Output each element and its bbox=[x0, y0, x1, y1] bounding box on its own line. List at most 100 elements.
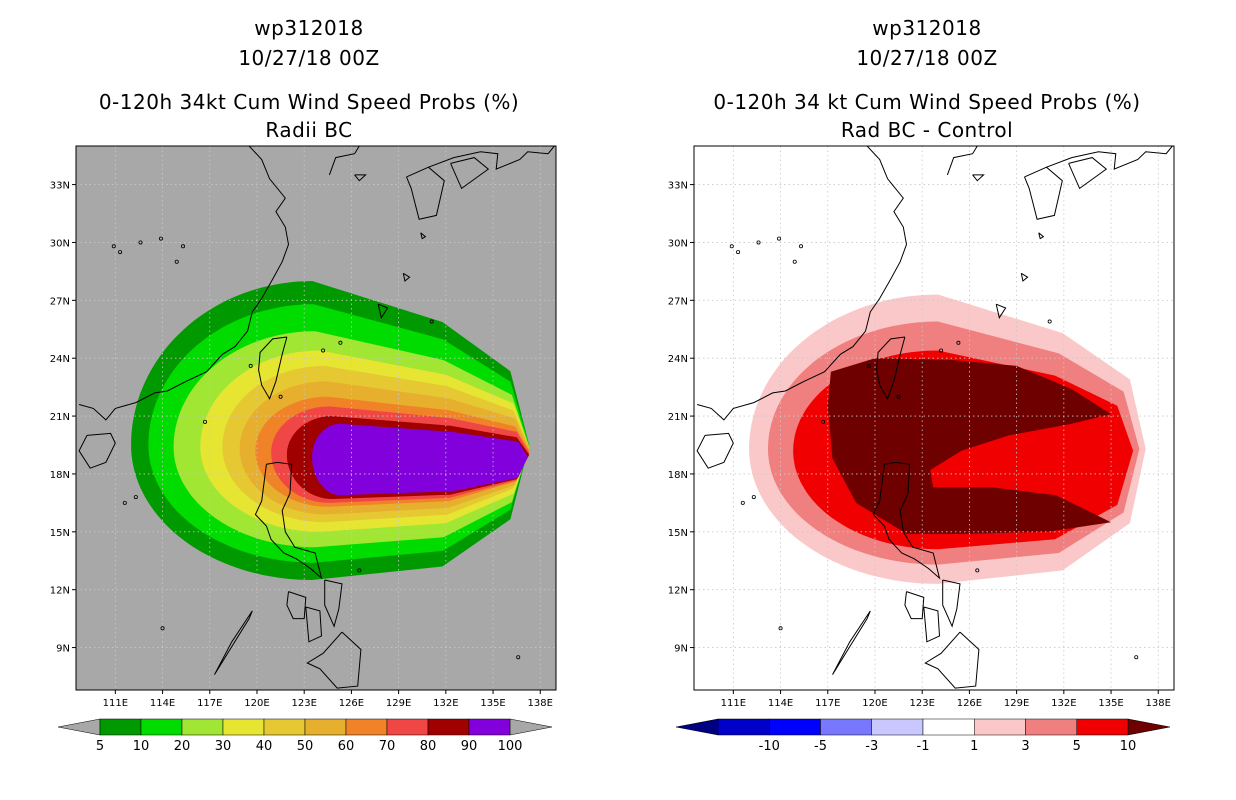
left-x-tick-label: 120E bbox=[244, 698, 269, 709]
left-colorbar-label: 80 bbox=[420, 739, 437, 754]
left-colorbar-swatch bbox=[181, 718, 224, 736]
left-plot-frame bbox=[75, 145, 557, 691]
right-islet bbox=[756, 240, 761, 245]
right-coastline bbox=[924, 631, 980, 689]
left-storm-id: wp312018 bbox=[254, 16, 364, 40]
left-islet bbox=[158, 236, 163, 241]
left-islet bbox=[357, 568, 362, 573]
left-colorbar-label: 30 bbox=[215, 739, 232, 754]
right-colorbar-label: -3 bbox=[865, 739, 878, 754]
left-colorbar-swatch bbox=[304, 718, 347, 736]
right-colorbar-extend-low bbox=[675, 718, 719, 736]
right-colorbar-swatch bbox=[1025, 718, 1077, 736]
right-x-tick-label: 120E bbox=[862, 698, 887, 709]
right-coastline bbox=[972, 174, 985, 182]
left-islet bbox=[118, 250, 123, 255]
right-y-tick-label: 21N bbox=[668, 412, 688, 423]
left-islet bbox=[248, 363, 253, 368]
left-islet bbox=[111, 244, 116, 249]
left-coastline bbox=[420, 232, 427, 240]
right-x-tick-label: 132E bbox=[1051, 698, 1076, 709]
left-coastline bbox=[286, 591, 307, 620]
right-islet bbox=[956, 340, 961, 345]
right-storm-id: wp312018 bbox=[872, 16, 982, 40]
right-colorbar-label: 1 bbox=[970, 739, 978, 754]
right-x-tick-label: 114E bbox=[768, 698, 793, 709]
left-colorbar-swatch bbox=[263, 718, 306, 736]
right-y-tick-label: 15N bbox=[668, 528, 688, 539]
right-colorbar-swatch bbox=[1076, 718, 1129, 736]
right-coastline bbox=[872, 461, 941, 580]
left-coastline bbox=[428, 146, 555, 170]
right-coastline bbox=[1020, 272, 1029, 282]
left-coastline bbox=[214, 610, 253, 675]
left-x-tick-label: 138E bbox=[528, 698, 553, 709]
right-datetime: 10/27/18 00Z bbox=[856, 46, 998, 70]
left-x-tick-label: 129E bbox=[386, 698, 411, 709]
left-colorbar-swatch bbox=[386, 718, 429, 736]
right-coastline bbox=[995, 303, 1007, 319]
right-islet bbox=[799, 244, 804, 249]
left-islet bbox=[278, 394, 283, 399]
right-y-tick-label: 18N bbox=[668, 470, 688, 481]
right-colorbar-swatch bbox=[717, 718, 770, 736]
right-colorbar-label: 10 bbox=[1120, 739, 1137, 754]
left-y-tick-label: 30N bbox=[50, 238, 70, 249]
left-coastline bbox=[258, 336, 288, 400]
left-colorbar-label: 20 bbox=[174, 739, 191, 754]
left-coastline bbox=[254, 461, 323, 580]
right-coastline bbox=[942, 579, 961, 628]
right-islet bbox=[776, 236, 781, 241]
left-y-tick-label: 27N bbox=[50, 296, 70, 307]
left-coastline bbox=[324, 579, 343, 628]
left-x-tick-label: 111E bbox=[103, 698, 128, 709]
right-islet bbox=[1047, 319, 1052, 324]
right-x-tick-label: 117E bbox=[815, 698, 840, 709]
left-x-tick-label: 126E bbox=[339, 698, 364, 709]
right-coastline bbox=[946, 146, 978, 176]
left-y-tick-label: 9N bbox=[56, 644, 70, 655]
left-islet bbox=[429, 319, 434, 324]
right-y-tick-label: 30N bbox=[668, 238, 688, 249]
right-islet bbox=[939, 348, 944, 353]
right-coastline bbox=[1038, 232, 1045, 240]
left-coastline bbox=[78, 432, 116, 469]
right-colorbar-label: 3 bbox=[1021, 739, 1029, 754]
left-coastline bbox=[306, 631, 362, 689]
left-plot-area bbox=[76, 146, 556, 690]
left-colorbar-label: 70 bbox=[379, 739, 396, 754]
right-coastline bbox=[1068, 157, 1108, 190]
right-islet bbox=[751, 495, 756, 500]
right-coastline bbox=[1046, 146, 1173, 170]
left-colorbar-label: 5 bbox=[96, 739, 104, 754]
left-y-tick-label: 12N bbox=[50, 586, 70, 597]
left-islet bbox=[122, 500, 127, 505]
right-plot-area bbox=[694, 146, 1174, 690]
right-contour-10 bbox=[827, 358, 1111, 534]
left-y-tick-label: 15N bbox=[50, 528, 70, 539]
left-coastline bbox=[328, 146, 360, 176]
right-map-plot: 111E 114E 117E 120E 123E 126E 129E 132E 135E 138E… bbox=[668, 145, 1175, 754]
right-coastline bbox=[696, 432, 734, 469]
right-islet bbox=[866, 363, 871, 368]
left-x-tick-label: 117E bbox=[197, 698, 222, 709]
left-y-tick-label: 21N bbox=[50, 412, 70, 423]
right-x-tick-label: 129E bbox=[1004, 698, 1029, 709]
right-x-tick-label: 135E bbox=[1098, 698, 1123, 709]
right-y-tick-label: 9N bbox=[674, 644, 688, 655]
left-x-tick-label: 135E bbox=[480, 698, 505, 709]
right-y-tick-label: 33N bbox=[668, 181, 688, 192]
right-colorbar-label: 5 bbox=[1073, 739, 1081, 754]
left-x-tick-label: 132E bbox=[433, 698, 458, 709]
right-islet bbox=[740, 500, 745, 505]
left-colorbar-label: 60 bbox=[338, 739, 355, 754]
right-colorbar-swatch bbox=[974, 718, 1026, 736]
left-contour-90 bbox=[312, 423, 528, 496]
right-islet bbox=[729, 244, 734, 249]
left-islet bbox=[174, 259, 179, 264]
left-islet bbox=[338, 340, 343, 345]
left-islet bbox=[203, 419, 208, 424]
right-colorbar-label: -1 bbox=[917, 739, 930, 754]
left-islet bbox=[133, 495, 138, 500]
right-x-tick-label: 126E bbox=[957, 698, 982, 709]
